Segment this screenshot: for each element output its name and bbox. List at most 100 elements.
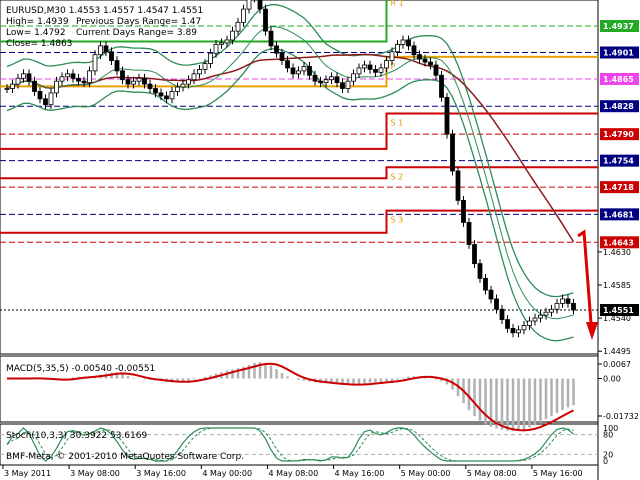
time-label: 4 May 08:00 [268, 469, 318, 478]
candle-body [488, 289, 494, 300]
time-label: 3 May 2011 [4, 469, 51, 478]
forecast-arrowhead [586, 322, 598, 340]
candle-body [378, 67, 384, 73]
candle-body [65, 73, 70, 78]
stoch-scale-label: 0 [603, 457, 608, 466]
price-tag-label: 1.4828 [603, 102, 634, 111]
price-tag [600, 128, 639, 141]
candle-body [153, 88, 158, 94]
candle-body [136, 77, 142, 82]
candle-body [422, 58, 428, 63]
candle-body [87, 70, 92, 84]
candle-body [81, 80, 87, 84]
candle-body [565, 298, 571, 304]
candle-body [505, 319, 510, 329]
candle-body [527, 320, 532, 326]
candle-body [10, 83, 15, 89]
candle-body [32, 80, 37, 92]
price-tag-label: 1.4901 [603, 48, 634, 57]
candle-body [246, 0, 252, 10]
candle-body [433, 64, 439, 76]
candle-body [213, 43, 219, 54]
price-tag-label: 1.4551 [603, 306, 634, 315]
price-label: 1.4495 [603, 347, 631, 356]
candle-body [494, 298, 499, 310]
candle-body [411, 45, 417, 56]
pivot-label: S 1 [391, 119, 404, 128]
price-tag [600, 72, 639, 85]
moving-averages [6, 26, 575, 320]
macd-title: MACD(5,35,5) -0.00540 -0.00551 [6, 364, 155, 374]
candle-body [274, 45, 279, 54]
time-label: 5 May 00:00 [401, 469, 451, 478]
candle-body [389, 51, 395, 61]
candle-body [175, 86, 180, 92]
candle-body [384, 60, 389, 69]
forecast-arrow-line [577, 229, 594, 337]
candlesticks [4, 0, 576, 338]
candle-body [279, 52, 285, 61]
candle-body [356, 67, 362, 75]
price-tag-label: 1.4790 [603, 130, 634, 139]
lower-band [6, 48, 574, 342]
candle-body [26, 73, 32, 82]
candle-body [235, 21, 241, 32]
price-tag-label: 1.4865 [603, 75, 634, 84]
time-label: 4 May 00:00 [202, 469, 252, 478]
pivot-level-0 [0, 0, 388, 43]
candle-body [450, 133, 455, 172]
price-tag-label: 1.4681 [603, 210, 634, 219]
candle-body [98, 45, 103, 56]
candle-body [142, 77, 147, 85]
stoch-scale-label: 20 [603, 450, 613, 459]
candle-body [147, 83, 153, 89]
candle-body [455, 170, 461, 201]
price-tag [600, 20, 639, 32]
macd-signal-line [7, 362, 574, 432]
candle-body [54, 80, 59, 94]
candle-body [263, 8, 268, 32]
candle-body [472, 244, 477, 265]
fast-ma-line [6, 26, 574, 320]
candle-body [219, 42, 224, 45]
candle-body [345, 80, 351, 89]
price-tag [600, 100, 639, 113]
candle-body [554, 302, 560, 310]
candle-body [499, 308, 505, 320]
time-label: 5 May 08:00 [467, 469, 517, 478]
candle-body [406, 39, 411, 47]
candle-body [158, 92, 164, 97]
candle-body [230, 30, 235, 41]
candle-body [59, 76, 65, 82]
candle-body [202, 63, 208, 70]
macd-indicator: 0.0067 0.00 -0.01732 [7, 360, 639, 432]
candle-body [516, 329, 521, 334]
candle-body [197, 69, 202, 75]
candle-body [340, 82, 345, 89]
price-tag-label: 1.4718 [603, 183, 634, 192]
price-tag [600, 46, 639, 59]
candle-body [323, 79, 329, 84]
candle-body [538, 314, 543, 319]
price-tag [600, 304, 639, 316]
stoch-scale-label: 100 [603, 424, 618, 433]
price-tag-label: 1.4643 [603, 238, 634, 247]
candle-body [296, 70, 301, 75]
candle-body [400, 39, 406, 45]
candle-body [466, 222, 472, 245]
stoch-title: Stoch(10,3,3) 30.3922 53.6169 [6, 431, 147, 441]
prev-range-info: Previous Days Range= 1.47 [76, 17, 201, 27]
candle-body [285, 60, 290, 69]
price-axis: 1.4937 1.4901 1.4865 1.4828 1.4790 1.4754 1.47… [598, 20, 639, 356]
candle-body [186, 79, 191, 85]
candle-body [224, 39, 230, 44]
candle-body [92, 54, 98, 72]
candle-body [334, 76, 340, 84]
candle-body [560, 298, 565, 304]
pivot-label: S 3 [391, 216, 404, 225]
candle-body [103, 45, 109, 53]
time-label: 3 May 16:00 [136, 469, 186, 478]
candle-body [395, 43, 400, 53]
